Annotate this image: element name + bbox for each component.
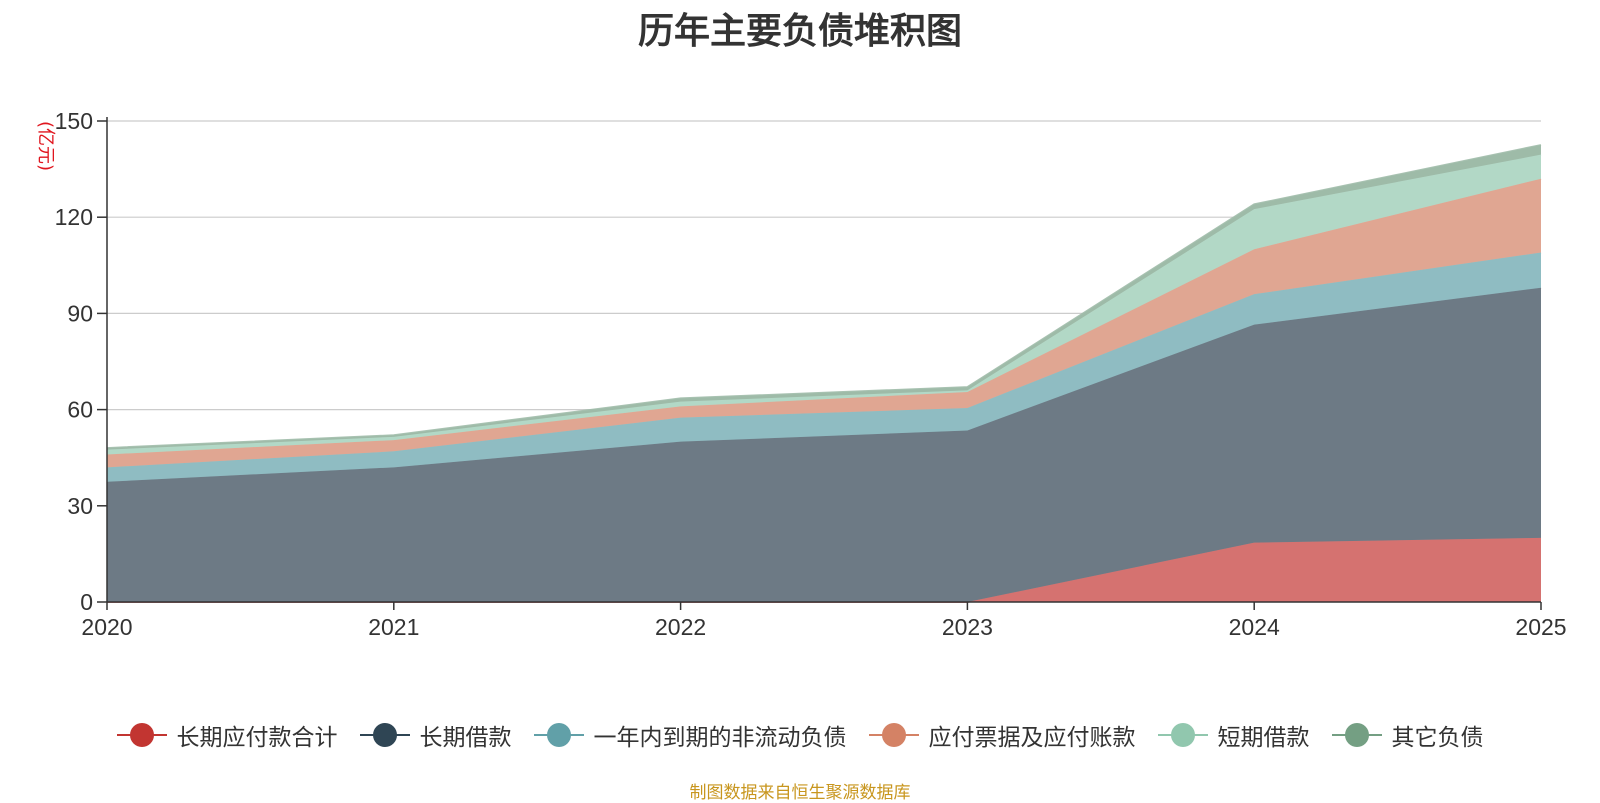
area-3 (107, 178, 1541, 468)
legend-label: 长期应付款合计 (176, 725, 338, 751)
y-tick-label: 30 (67, 493, 93, 519)
chart-title: 历年主要负债堆积图 (637, 11, 962, 52)
legend-item-4[interactable]: 短期借款 (1157, 718, 1310, 752)
y-tick-label: 60 (67, 397, 93, 423)
legend-item-0[interactable]: 长期应付款合计 (116, 718, 338, 752)
stacked-area-chart: 0 30 60 90 120 150 2020 2021 2022 2023 2024 2025 (亿… (35, 108, 1567, 640)
legend-label: 应付票据及应付账款 (928, 725, 1136, 751)
legend-marker-icon (1331, 723, 1382, 747)
area-1 (107, 287, 1541, 602)
area-2 (107, 252, 1541, 482)
legend-item-5[interactable]: 其它负债 (1331, 718, 1484, 752)
legend-item-2[interactable]: 一年内到期的非流动负债 (533, 718, 847, 752)
legend-label: 长期借款 (419, 725, 512, 751)
legend-marker-icon (533, 723, 584, 747)
x-tick-label: 2023 (942, 614, 993, 640)
legend: 长期应付款合计 长期借款 一年内到期的非流动负债 应付票据及应付账款 短期借款 其它负债 (0, 718, 1600, 752)
area-edge-5 (106, 144, 1542, 450)
legend-marker-icon (359, 723, 410, 747)
legend-marker-icon (868, 723, 919, 747)
y-axis-label: (亿元) (35, 121, 56, 171)
data-source-note: 制图数据来自恒生聚源数据库 (689, 783, 911, 803)
x-tick-label: 2021 (368, 614, 419, 640)
y-tick-label: 120 (55, 204, 93, 230)
x-tick-label: 2022 (655, 614, 706, 640)
axes: 0 30 60 90 120 150 2020 2021 2022 2023 2024 2025 (55, 108, 1567, 640)
legend-marker-icon (1157, 723, 1208, 747)
legend-item-1[interactable]: 长期借款 (359, 718, 512, 752)
y-tick-label: 0 (80, 589, 93, 615)
x-tick-label: 2024 (1229, 614, 1280, 640)
area-edge-4 (106, 153, 1542, 451)
legend-marker-icon (116, 723, 167, 747)
y-tick-label: 90 (67, 300, 93, 326)
x-tick-label: 2020 (81, 614, 132, 640)
area-0 (107, 537, 1541, 602)
y-tick-label: 150 (55, 108, 93, 134)
x-tick-label: 2025 (1515, 614, 1566, 640)
area-4 (107, 154, 1541, 455)
legend-label: 短期借款 (1217, 725, 1310, 751)
legend-label: 一年内到期的非流动负债 (593, 725, 847, 751)
legend-item-3[interactable]: 应付票据及应付账款 (868, 718, 1136, 752)
area-series (106, 144, 1542, 603)
legend-label: 其它负债 (1391, 725, 1484, 751)
